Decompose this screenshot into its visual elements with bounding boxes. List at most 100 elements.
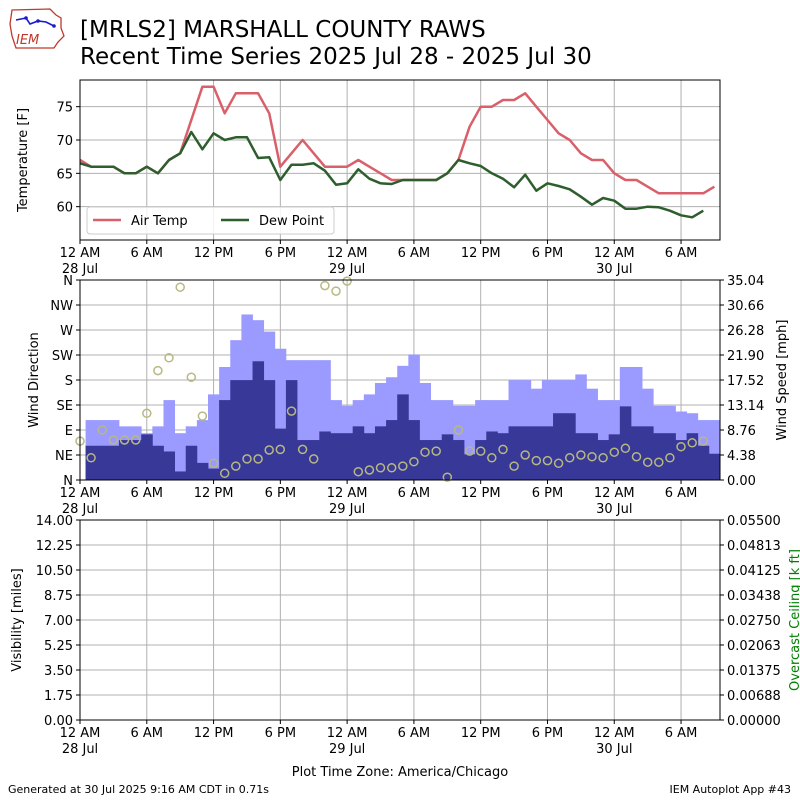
wind-direction-point [676,441,686,452]
x-tick-label: 12 AM [327,726,368,741]
temperature-legend: Air Temp Dew Point [86,206,335,235]
x-tick-label: 12 AM [594,726,635,741]
x-tick-date: 28 Jul [62,262,98,277]
y2-tick-label: 0.01375 [727,664,781,679]
x-tick-label: 12 AM [327,486,368,501]
wind-direction-point [97,425,108,435]
x-tick-label: 6 AM [398,726,431,741]
wind-direction-point [564,453,575,463]
legend-air-temp: Air Temp [131,214,188,229]
temperature-lines [79,85,716,219]
y-tick-label: 65 [56,167,73,182]
wind-speed-bar [196,462,209,480]
timezone-label: Plot Time Zone: America/Chicago [292,765,508,780]
x-tick-label: 6 AM [665,246,698,261]
wind-direction-point [308,454,319,464]
dew-point-line [79,130,704,219]
x-tick-date: 29 Jul [329,262,365,277]
wind-gust-bar [319,360,331,480]
wind-gust-bar [174,433,187,480]
y-tick-label: N [63,274,73,289]
wind-direction-point [431,446,441,456]
wind-speed-bar [252,361,265,480]
wind-gust-bar [163,400,176,480]
x-tick-label: 12 PM [194,486,234,501]
x-tick-label: 12 AM [60,486,101,501]
x-tick-label: 6 AM [131,246,164,261]
wind-speed-bar [96,445,109,480]
wind-direction-point [642,457,653,467]
wind-direction-point [119,435,130,445]
wind-speed-bar [686,433,699,480]
y-tick-label: 12.25 [36,539,73,554]
wind-gust-bar [597,400,610,480]
wind-speed-bar [430,440,443,480]
y-tick-label: 70 [56,134,73,149]
wind-direction-point [487,453,497,463]
x-tick-label: 12 AM [60,246,101,261]
wind-speed-bar [675,440,688,480]
wind-direction-point [86,453,96,463]
wind-speed-bar [319,431,331,480]
wind-speed-ticks: 0.00 4.38 8.76 13.14 17.52 21.90 26.28 30.66 35.… [720,274,764,489]
wind-speed-bar [118,440,131,480]
wind-direction-point [420,447,430,457]
wind-direction-point [654,457,664,467]
wind-speed-bar [419,440,432,480]
air-temp-line [79,85,716,195]
wind-speed-bar [263,380,276,480]
y-tick-label: 0.00 [44,714,73,729]
wind-gust-bar [419,382,432,480]
y2-tick-label: 0.00000 [727,714,781,729]
wind-direction-point [364,465,375,475]
y-tick-label: 14.00 [36,514,73,529]
wind-direction-point [665,453,675,463]
wind-gust-bar [196,420,209,480]
wind-gust-bar [630,366,643,480]
wind-direction-point [520,450,530,460]
wind-direction-point [609,447,620,457]
x-tick-label: 6 AM [398,246,431,261]
y2-tick-label: 21.90 [727,349,764,364]
wind-speed-bar [597,440,610,480]
wind-speed-bar [508,426,521,480]
x-tick-label: 12 PM [461,726,501,741]
wind-direction-point [108,435,119,445]
wind-direction-point [375,463,386,473]
wind-speed-bar [352,426,365,480]
wind-direction-point [297,444,308,455]
y-tick-label: 7.00 [44,614,73,629]
wind-gust-bar [475,400,487,480]
wind-speed-bar [697,445,710,480]
y2-tick-label: 0.00688 [727,689,781,704]
generated-note: Generated at 30 Jul 2025 9:16 AM CDT in … [8,783,269,796]
y-tick-label: 75 [56,101,73,116]
wind-speed-bar [708,453,721,480]
y2-tick-label: 0.03438 [727,589,781,604]
wind-direction-point [153,365,163,376]
wind-direction-point [331,286,341,296]
wind-direction-point [464,446,475,456]
wind-speed-bar [475,440,487,480]
y2-tick-label: 17.52 [727,374,764,389]
wind-speed-bar [185,445,198,480]
wind-direction-point [197,411,208,421]
app-note: IEM Autoplot App #43 [669,783,792,796]
y-tick-label: 3.50 [44,664,73,679]
wind-direction-point [553,458,564,469]
y2-tick-label: 0.02063 [727,639,781,654]
wind-speed-bar [297,440,309,480]
wind-speed-bar [241,380,253,480]
x-tick-date: 30 Jul [596,262,632,277]
x-tick-date: 29 Jul [329,502,365,517]
x-tick-label: 6 AM [131,726,164,741]
wind-marks [75,276,721,482]
wind-speed-bar [486,431,498,480]
x-tick-date: 28 Jul [62,742,98,757]
wind-direction-point [142,408,152,419]
x-tick-label: 12 AM [594,246,635,261]
wind-direction-point [531,455,542,466]
wind-direction-point [498,444,508,455]
